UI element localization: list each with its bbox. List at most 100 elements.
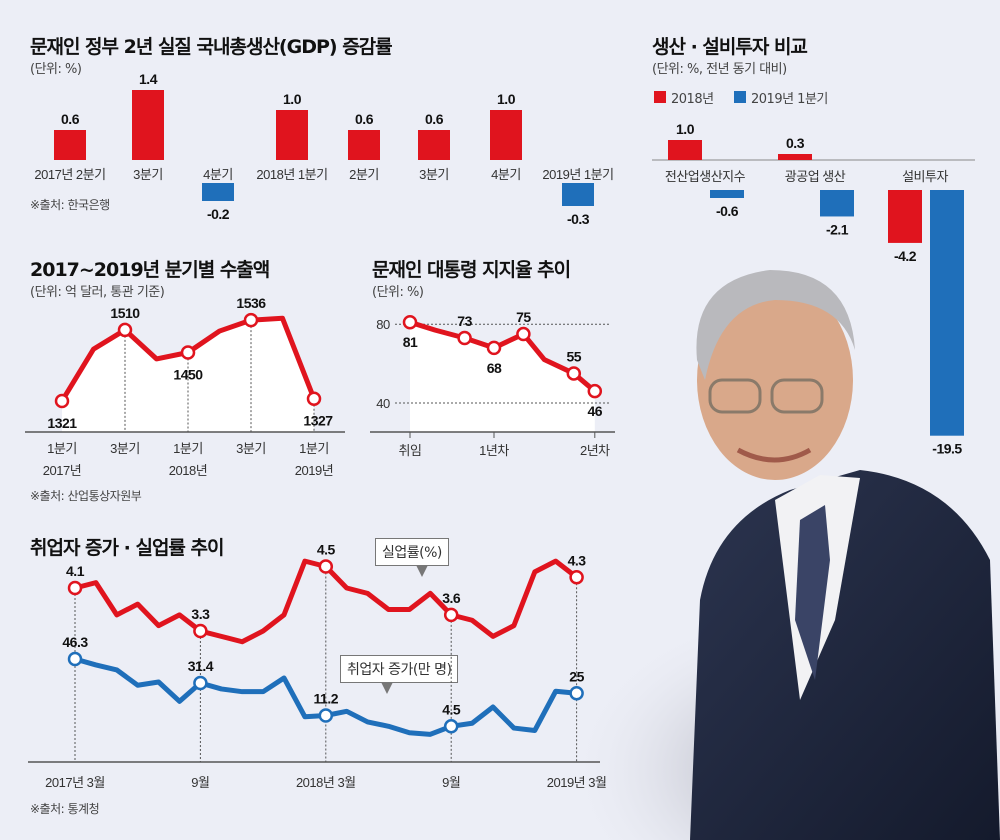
exports-tick-label: 3분기 <box>110 441 140 456</box>
investment-value-label: -2.1 <box>826 221 849 237</box>
investment-category-label: 광공업 생산 <box>785 169 846 184</box>
approval-area <box>410 322 595 432</box>
investment-chart-unit: (단위: %, 전년 동기 대비) <box>652 62 787 77</box>
approval-y-tick-label: 80 <box>376 317 390 332</box>
investment-bar <box>888 190 922 243</box>
employment-chart-source: ※출처: 통계청 <box>30 802 100 816</box>
investment-value-label: 0.3 <box>786 135 805 151</box>
approval-x-tick-label: 2년차 <box>580 443 610 458</box>
data-point-marker <box>486 340 502 356</box>
investment-chart-title: 생산 · 설비투자 비교 <box>652 36 808 58</box>
data-point-marker <box>193 675 208 691</box>
legend-swatch-2018 <box>654 91 666 103</box>
data-point-marker <box>243 312 259 328</box>
gdp-bar <box>490 110 522 160</box>
approval-value-label: 46 <box>588 403 603 419</box>
data-point-marker <box>318 559 334 574</box>
gdp-category-label: 2019년 1분기 <box>542 167 613 182</box>
exports-chart-unit: (단위: 억 달러, 통관 기준) <box>30 285 165 300</box>
approval-x-tick-label: 취임 <box>399 443 422 458</box>
gdp-category-label: 2018년 1분기 <box>256 167 327 182</box>
exports-line-chart: 1분기 2017년 3분기 1분기 2018년 3분기 1분기 2019년 1321 1510 14… <box>25 295 345 478</box>
approval-y-tick-label: 40 <box>376 396 390 411</box>
employment-value-label: 46.3 <box>62 634 88 650</box>
data-point-marker <box>587 383 603 399</box>
data-point-marker <box>306 391 322 406</box>
gdp-bar <box>562 183 594 206</box>
exports-tick-label: 2018년 <box>169 463 207 478</box>
suit-shape <box>690 470 1000 840</box>
gdp-bar <box>418 130 450 160</box>
legend-swatch-2019q1 <box>734 91 746 103</box>
employment-x-tick-label: 9월 <box>442 775 460 790</box>
gdp-category-label: 3분기 <box>419 167 449 182</box>
investment-bar <box>930 190 964 436</box>
approval-value-label: 55 <box>567 348 582 364</box>
hair-shape <box>696 270 855 380</box>
face-shape <box>697 280 853 480</box>
data-point-marker <box>443 719 459 734</box>
exports-tick-label: 2017년 <box>43 463 81 478</box>
investment-category-label: 설비투자 <box>902 169 948 184</box>
legend-label-2019q1: 2019년 1분기 <box>751 92 828 107</box>
investment-bar <box>710 190 744 198</box>
unemployment-value-label: 3.3 <box>191 606 210 622</box>
data-point-marker <box>193 623 208 639</box>
unemployment-value-label: 3.6 <box>442 590 461 606</box>
gdp-category-label: 2분기 <box>349 167 379 182</box>
gdp-value-label: 0.6 <box>425 111 444 127</box>
gdp-bar <box>276 110 308 160</box>
employment-series-callout: 취업자 증가(만 명) <box>340 655 459 694</box>
employment-chart-title: 취업자 증가 · 실업률 추이 <box>30 537 224 559</box>
gdp-bar <box>54 130 86 160</box>
gdp-category-label: 2017년 2분기 <box>34 167 105 182</box>
exports-value-label: 1327 <box>303 413 333 429</box>
gdp-bar-chart: 0.6 2017년 2분기 1.4 3분기 -0.2 4분기 1.0 2018년 1분기 0.6… <box>34 71 614 227</box>
exports-tick-label: 1분기 <box>47 441 77 456</box>
data-point-marker <box>67 651 83 667</box>
gdp-value-label: 0.6 <box>61 111 80 127</box>
gdp-value-label: -0.3 <box>567 211 590 227</box>
approval-value-label: 73 <box>457 313 472 329</box>
approval-chart-title: 문재인 대통령 지지율 추이 <box>372 259 571 281</box>
data-point-marker <box>318 708 334 723</box>
employment-x-tick-label: 2018년 3월 <box>296 775 356 790</box>
employment-value-label: 25 <box>569 668 584 684</box>
employment-x-tick-label: 2017년 3월 <box>45 775 105 790</box>
gdp-bar <box>348 130 380 160</box>
employment-value-label: 31.4 <box>188 658 214 674</box>
tie-shape <box>795 505 830 680</box>
gdp-category-label: 3분기 <box>133 167 163 182</box>
glasses-left <box>708 378 762 414</box>
approval-value-label: 81 <box>403 334 418 350</box>
investment-bar <box>778 154 812 160</box>
gdp-category-label: 4분기 <box>203 167 233 182</box>
data-point-marker <box>569 686 584 701</box>
data-point-marker <box>569 570 584 585</box>
exports-tick-label: 1분기 <box>173 441 203 456</box>
data-point-marker <box>402 314 418 330</box>
data-point-marker <box>457 330 472 346</box>
gdp-value-label: 1.4 <box>139 71 158 87</box>
approval-line-chart: 80 40 취임 1년차 2년차 81 73 68 75 55 46 <box>370 309 615 458</box>
data-point-marker <box>117 322 133 338</box>
data-point-marker <box>516 326 531 342</box>
gdp-chart-source: ※출처: 한국은행 <box>30 198 110 212</box>
gdp-category-label: 4분기 <box>491 167 521 182</box>
investment-bar <box>820 190 854 217</box>
unemployment-value-label: 4.5 <box>317 542 336 558</box>
exports-tick-label: 2019년 <box>295 463 333 478</box>
employment-value-label: 4.5 <box>442 701 461 717</box>
data-point-marker <box>54 393 70 409</box>
glasses-right <box>770 378 824 414</box>
gdp-chart-unit: (단위: %) <box>30 62 82 77</box>
legend-label-2018: 2018년 <box>671 92 714 107</box>
employment-value-label: 11.2 <box>314 691 339 707</box>
approval-value-label: 68 <box>487 360 502 376</box>
exports-value-label: 1450 <box>173 366 203 382</box>
investment-bar-chart: 전산업생산지수 1.0 -0.6 광공업 생산 0.3 -2.1 설비투자 -4.2 -19.5 <box>652 121 975 457</box>
approval-x-tick-label: 1년차 <box>479 443 509 458</box>
unemployment-value-label: 4.3 <box>568 552 587 568</box>
exports-chart-title: 2017~2019년 분기별 수출액 <box>30 259 270 281</box>
